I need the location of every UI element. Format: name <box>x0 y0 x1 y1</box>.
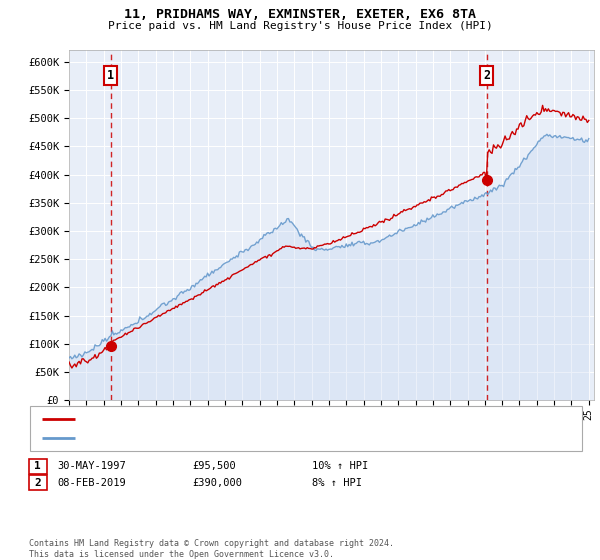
Text: 10% ↑ HPI: 10% ↑ HPI <box>312 461 368 472</box>
Text: 2: 2 <box>483 69 490 82</box>
Text: 11, PRIDHAMS WAY, EXMINSTER, EXETER, EX6 8TA: 11, PRIDHAMS WAY, EXMINSTER, EXETER, EX6… <box>124 8 476 21</box>
Text: Price paid vs. HM Land Registry's House Price Index (HPI): Price paid vs. HM Land Registry's House … <box>107 21 493 31</box>
Text: £95,500: £95,500 <box>192 461 236 472</box>
Text: 1: 1 <box>107 69 115 82</box>
Text: 8% ↑ HPI: 8% ↑ HPI <box>312 478 362 488</box>
Text: 11, PRIDHAMS WAY, EXMINSTER, EXETER, EX6 8TA (detached house): 11, PRIDHAMS WAY, EXMINSTER, EXETER, EX6… <box>78 413 436 423</box>
Text: 2: 2 <box>34 478 41 488</box>
Text: Contains HM Land Registry data © Crown copyright and database right 2024.
This d: Contains HM Land Registry data © Crown c… <box>29 539 394 559</box>
Text: HPI: Average price, detached house, Teignbridge: HPI: Average price, detached house, Teig… <box>78 433 354 444</box>
Text: £390,000: £390,000 <box>192 478 242 488</box>
Text: 08-FEB-2019: 08-FEB-2019 <box>57 478 126 488</box>
Text: 1: 1 <box>34 461 41 472</box>
Text: 30-MAY-1997: 30-MAY-1997 <box>57 461 126 472</box>
